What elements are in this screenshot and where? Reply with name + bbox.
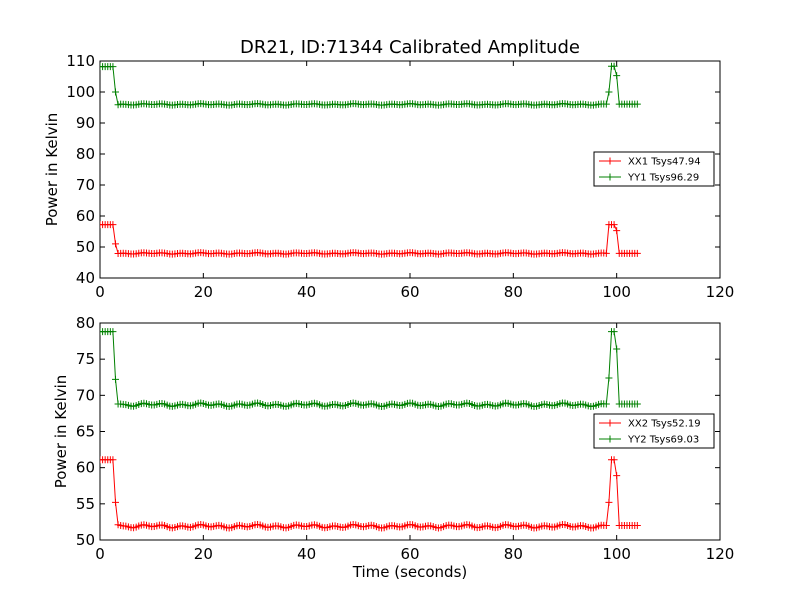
data-point bbox=[112, 375, 119, 383]
y-tick-label: 60 bbox=[76, 459, 95, 477]
y-axis-label: Power in Kelvin bbox=[52, 375, 70, 489]
data-point bbox=[633, 522, 641, 530]
data-point bbox=[605, 88, 613, 96]
y-tick-label: 100 bbox=[66, 83, 95, 101]
figure-title: DR21, ID:71344 Calibrated Amplitude bbox=[240, 37, 580, 58]
legend-label: XX2 Tsys52.19 bbox=[628, 419, 701, 430]
data-point bbox=[610, 456, 618, 464]
legend-marker bbox=[606, 435, 614, 443]
series-xx2 bbox=[100, 456, 641, 532]
legend-box bbox=[593, 413, 715, 449]
legend-box bbox=[593, 151, 715, 187]
data-point bbox=[112, 498, 119, 506]
data-point bbox=[605, 498, 613, 506]
legend-marker bbox=[606, 157, 614, 165]
x-tick-label: 80 bbox=[504, 545, 523, 563]
data-point bbox=[109, 63, 117, 71]
y-tick-label: 65 bbox=[76, 423, 95, 441]
y-axis-label: Power in Kelvin bbox=[43, 113, 61, 227]
y-tick-label: 50 bbox=[76, 531, 95, 549]
y-tick-label: 80 bbox=[76, 314, 95, 332]
series-line bbox=[100, 459, 638, 529]
x-tick-label: 40 bbox=[297, 283, 316, 301]
x-tick-label: 20 bbox=[194, 545, 213, 563]
legend-label: XX1 Tsys47.94 bbox=[628, 157, 701, 168]
data-point bbox=[605, 374, 613, 382]
data-point bbox=[602, 400, 610, 408]
series-line bbox=[100, 331, 638, 408]
data-point bbox=[610, 62, 618, 70]
x-tick-label: 100 bbox=[602, 545, 631, 563]
x-tick-label: 120 bbox=[706, 545, 735, 563]
data-point bbox=[109, 456, 117, 464]
x-tick-label: 60 bbox=[400, 283, 419, 301]
x-tick-label: 40 bbox=[297, 545, 316, 563]
data-point bbox=[613, 227, 621, 235]
y-tick-label: 70 bbox=[76, 176, 95, 194]
x-tick-label: 120 bbox=[706, 283, 735, 301]
y-tick-label: 55 bbox=[76, 495, 95, 513]
data-point bbox=[613, 72, 621, 80]
y-tick-label: 70 bbox=[76, 386, 95, 404]
legend: XX2 Tsys52.19 YY2 Tsys69.03 bbox=[593, 413, 715, 449]
series-line bbox=[100, 65, 638, 106]
data-point bbox=[602, 100, 610, 108]
data-point bbox=[610, 328, 618, 336]
series-yy1 bbox=[100, 62, 641, 109]
top-panel: 0 20 40 60 80 100 120 40 50 60 70 80 90 100 110 Power i… bbox=[43, 52, 734, 301]
legend-label: YY2 Tsys69.03 bbox=[627, 435, 699, 446]
data-point bbox=[613, 472, 621, 480]
data-point bbox=[109, 221, 117, 229]
y-tick-label: 110 bbox=[66, 52, 95, 70]
legend: XX1 Tsys47.94 YY1 Tsys96.29 bbox=[593, 151, 715, 187]
bottom-panel: 0 20 40 60 80 100 120 50 55 60 65 70 75 80 Power in Ke… bbox=[52, 314, 734, 581]
data-point bbox=[633, 249, 641, 257]
data-point bbox=[610, 221, 618, 229]
data-point bbox=[109, 328, 117, 336]
x-tick-label: 0 bbox=[95, 545, 105, 563]
x-axis-label: Time (seconds) bbox=[352, 563, 468, 581]
legend-label: YY1 Tsys96.29 bbox=[627, 173, 699, 184]
y-tick-label: 60 bbox=[76, 207, 95, 225]
series-xx1 bbox=[100, 221, 641, 258]
y-tick-label: 80 bbox=[76, 145, 95, 163]
data-point bbox=[112, 240, 119, 248]
y-tick-label: 50 bbox=[76, 238, 95, 256]
series-yy2 bbox=[100, 328, 641, 411]
y-tick-label: 90 bbox=[76, 114, 95, 132]
data-point bbox=[602, 249, 610, 257]
y-tick-label: 40 bbox=[76, 269, 95, 287]
data-point bbox=[613, 345, 621, 353]
data-point bbox=[633, 400, 641, 408]
x-tick-label: 60 bbox=[400, 545, 419, 563]
data-point bbox=[112, 88, 119, 96]
x-tick-label: 20 bbox=[194, 283, 213, 301]
x-tick-label: 0 bbox=[95, 283, 105, 301]
x-tick-label: 80 bbox=[504, 283, 523, 301]
x-tick-label: 100 bbox=[602, 283, 631, 301]
legend-marker bbox=[606, 419, 614, 427]
legend-marker bbox=[606, 173, 614, 181]
data-point bbox=[602, 522, 610, 530]
y-tick-label: 75 bbox=[76, 350, 95, 368]
data-point bbox=[633, 100, 641, 108]
